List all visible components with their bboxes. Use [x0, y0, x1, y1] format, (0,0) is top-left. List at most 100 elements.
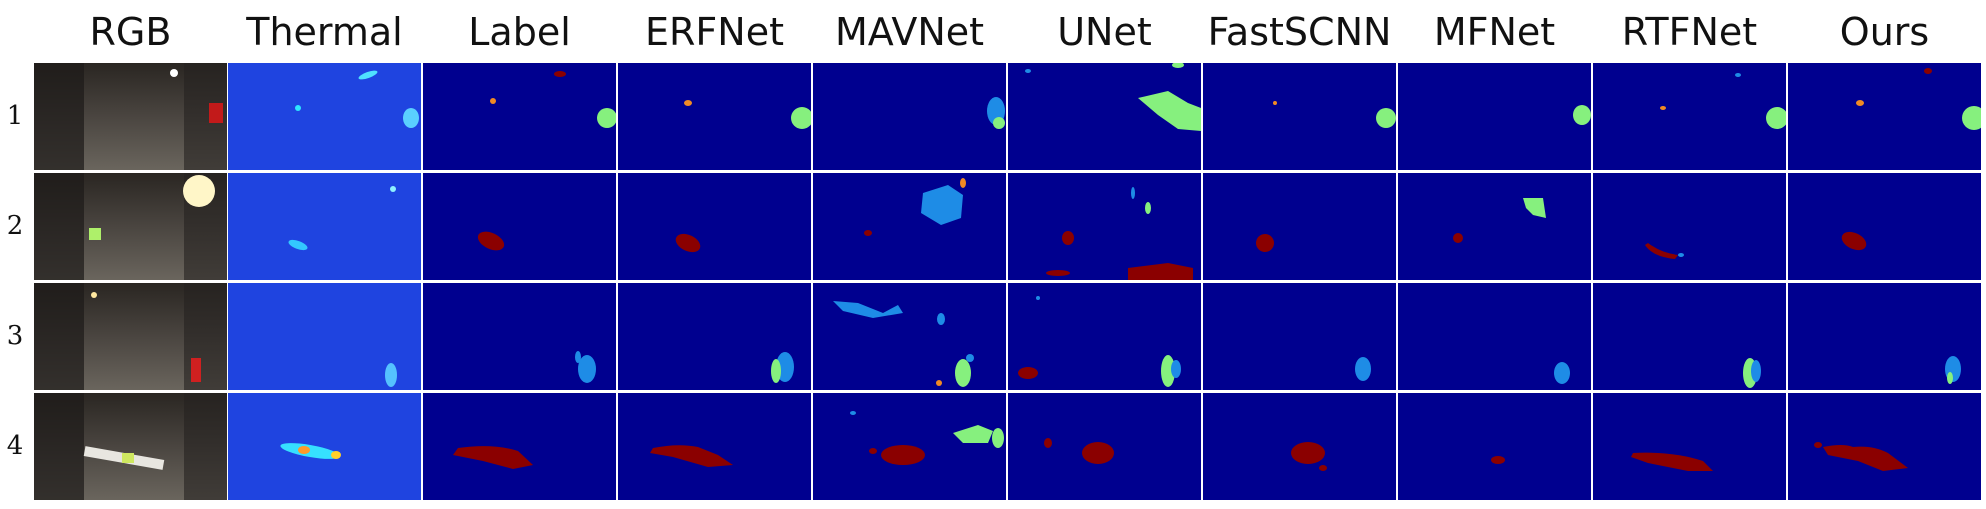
segment-blob [575, 351, 581, 363]
column-header-fastscnn: FastSCNN [1207, 10, 1392, 54]
thermal-image [228, 283, 421, 390]
cell-row3-rgb [34, 283, 227, 390]
column-header-mavnet: MAVNet [834, 10, 985, 54]
segment-blob [992, 428, 1004, 448]
segment-blob [1138, 91, 1201, 131]
segment-blob [1171, 360, 1181, 378]
thermal-hotspot [280, 443, 340, 459]
segment-blob [1172, 63, 1184, 68]
segmentation-map [1398, 283, 1591, 390]
segmentation-map [1788, 173, 1981, 280]
column-header-thermal: Thermal [246, 10, 403, 54]
thermal-image [228, 393, 421, 500]
segment-blob [554, 71, 566, 77]
cell-row4-mfnet [1398, 393, 1591, 500]
segmentation-map [618, 63, 811, 170]
cell-row1-thermal [228, 63, 421, 170]
segment-blob [1856, 100, 1864, 106]
segmentation-map [1203, 393, 1396, 500]
thermal-hotspot [298, 446, 310, 454]
cell-row3-mfnet [1398, 283, 1591, 390]
cell-row2-rtfnet [1593, 173, 1786, 280]
segment-blob [650, 445, 733, 467]
cell-row2-mavnet [813, 173, 1006, 280]
cell-row4-thermal [228, 393, 421, 500]
segmentation-map [423, 63, 616, 170]
segment-blob [1766, 107, 1786, 129]
segmentation-map [1593, 63, 1786, 170]
thermal-hotspot [288, 239, 308, 251]
segment-blob [597, 108, 616, 128]
segment-blob [1523, 198, 1546, 218]
segmentation-map [1008, 393, 1201, 500]
segment-blob [1145, 202, 1151, 214]
thermal-hotspot [385, 363, 397, 387]
row-number: 2 [6, 210, 24, 241]
segment-blob [1161, 355, 1175, 387]
segment-blob [1751, 360, 1761, 382]
segment-blob [1823, 445, 1908, 471]
segment-blob [490, 98, 496, 104]
segment-blob [1376, 108, 1396, 128]
segmentation-map [1398, 173, 1591, 280]
segment-blob [1678, 253, 1684, 257]
cell-row2-mfnet [1398, 173, 1591, 280]
row-number: 4 [6, 430, 24, 461]
cell-row2-ours [1788, 173, 1981, 280]
segment-blob [771, 359, 781, 383]
cell-row1-mavnet [813, 63, 1006, 170]
cell-row4-mavnet [813, 393, 1006, 500]
segment-blob [1453, 233, 1463, 243]
cell-row1-erfnet [618, 63, 811, 170]
segment-blob [1814, 442, 1822, 448]
segment-blob [1319, 465, 1327, 471]
segment-blob [1554, 362, 1570, 384]
thermal-image [228, 173, 421, 280]
segment-blob [1735, 73, 1741, 77]
segmentation-map [813, 283, 1006, 390]
thermal-hotspot [403, 108, 419, 128]
segment-blob [881, 445, 925, 465]
cell-row2-rgb [34, 173, 227, 280]
cell-row2-erfnet [618, 173, 811, 280]
segmentation-map [1203, 283, 1396, 390]
segment-blob [1036, 296, 1040, 300]
cell-row3-label [423, 283, 616, 390]
segmentation-map [1203, 173, 1396, 280]
segmentation-map [1008, 63, 1201, 170]
segment-blob [453, 446, 533, 469]
segment-blob [1018, 367, 1038, 379]
column-header-mfnet: MFNet [1433, 10, 1556, 54]
segmentation-map [1788, 63, 1981, 170]
thermal-image [228, 63, 421, 170]
cell-row2-label [423, 173, 616, 280]
segment-blob [850, 411, 856, 415]
segmentation-map [813, 173, 1006, 280]
segmentation-map [423, 173, 616, 280]
segment-blob [864, 230, 872, 236]
segmentation-map [423, 283, 616, 390]
segmentation-map [813, 63, 1006, 170]
segmentation-map [1788, 393, 1981, 500]
cell-row2-fastscnn [1203, 173, 1396, 280]
segment-blob [477, 231, 505, 251]
cell-row2-unet [1008, 173, 1201, 280]
cell-row4-erfnet [618, 393, 811, 500]
segment-blob [966, 354, 974, 362]
column-header-ours: Ours [1839, 10, 1930, 54]
cell-row4-unet [1008, 393, 1201, 500]
segment-blob [791, 107, 811, 129]
cell-row3-unet [1008, 283, 1201, 390]
segmentation-map [1398, 393, 1591, 500]
segment-blob [1062, 231, 1074, 245]
segment-blob [1082, 442, 1114, 464]
segment-blob [1924, 68, 1932, 74]
column-header-label: Label [468, 10, 571, 54]
thermal-hotspot [390, 186, 396, 192]
segment-blob [1947, 372, 1953, 384]
column-header-rgb: RGB [89, 10, 172, 54]
thermal-hotspot [295, 105, 301, 111]
segmentation-map [618, 393, 811, 500]
segment-blob [1273, 101, 1277, 105]
